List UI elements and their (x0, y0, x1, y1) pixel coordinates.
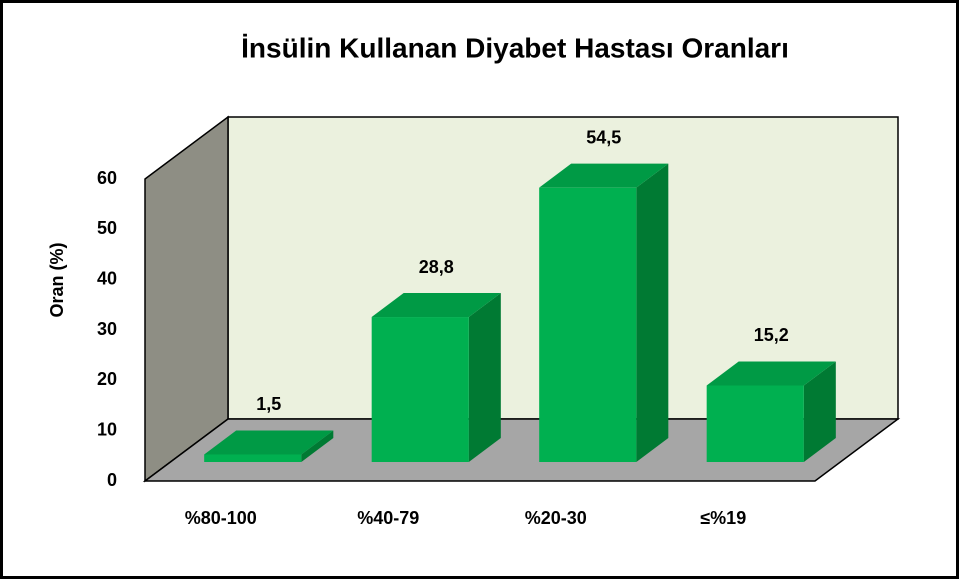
y-tick-label: 30 (97, 319, 117, 339)
bar-top (204, 430, 334, 455)
y-axis-label: Oran (%) (47, 242, 67, 317)
bar-side (636, 163, 669, 462)
y-tick-label: 50 (97, 218, 117, 238)
y-tick-label: 60 (97, 168, 117, 188)
bar-side (468, 293, 501, 462)
side-wall (144, 115, 229, 483)
data-label: 15,2 (754, 325, 789, 345)
x-tick-label: %20-30 (525, 508, 587, 528)
x-tick-label: ≤%19 (700, 508, 746, 528)
bar-side (301, 430, 334, 462)
x-tick-label: %40-79 (357, 508, 419, 528)
bar-side (803, 361, 836, 462)
x-tick-label: %80-100 (185, 508, 257, 528)
bar-top (539, 163, 669, 188)
bar (539, 187, 637, 462)
bar-top (706, 361, 836, 386)
bar-top (371, 293, 501, 318)
y-tick-label: 20 (97, 369, 117, 389)
bar (204, 454, 302, 462)
bar (706, 385, 804, 462)
chart-title: İnsülin Kullanan Diyabet Hastası Oranlar… (241, 32, 789, 63)
y-tick-label: 0 (107, 470, 117, 490)
y-tick-label: 40 (97, 268, 117, 288)
data-label: 1,5 (256, 394, 281, 414)
data-label: 28,8 (419, 257, 454, 277)
bar (371, 317, 469, 462)
data-label: 54,5 (586, 127, 621, 147)
y-tick-label: 10 (97, 419, 117, 439)
